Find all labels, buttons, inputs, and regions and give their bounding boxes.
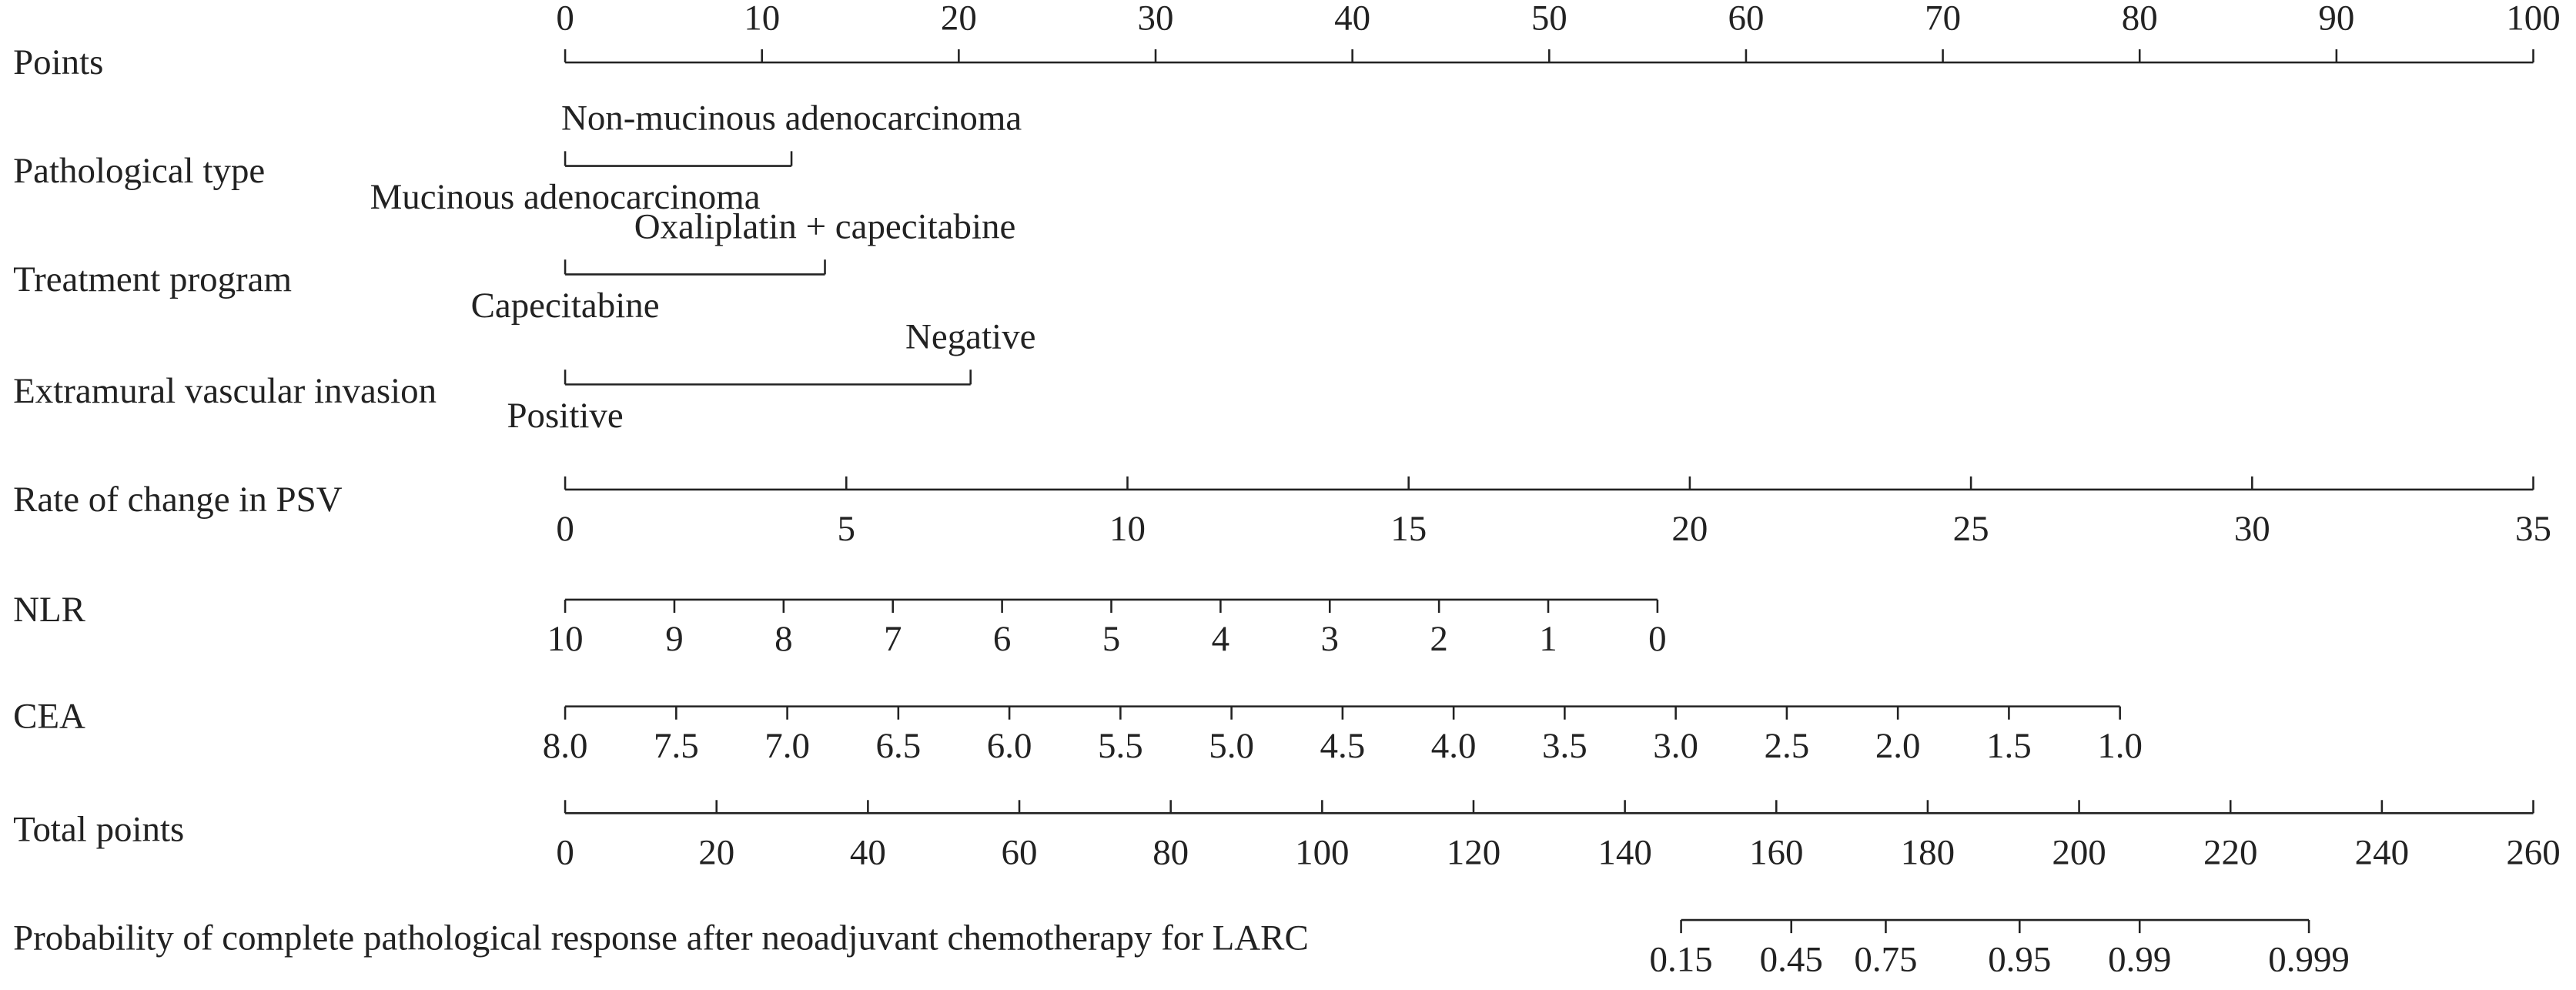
row-label: Rate of change in PSV [13, 480, 343, 520]
tick-label: 0.75 [1854, 939, 1917, 979]
tick-label: 7.5 [654, 726, 699, 766]
row-label: Points [13, 42, 103, 82]
tick-label: 4.5 [1320, 726, 1366, 766]
tick-label: 80 [1153, 833, 1189, 873]
row-label: Probability of complete pathological res… [13, 918, 1309, 958]
tick-label: 160 [1749, 833, 1803, 873]
tick-label: 0 [556, 509, 574, 549]
tick-label: 70 [1925, 0, 1961, 38]
level-label: Positive [507, 396, 623, 436]
tick-label: 8 [774, 619, 792, 659]
tick-label: 30 [1138, 0, 1174, 38]
tick-label: 20 [941, 0, 977, 38]
tick-label: 0.95 [1988, 939, 2051, 979]
tick-label: 220 [2203, 833, 2257, 873]
tick-label: 6 [993, 619, 1011, 659]
tick-label: 100 [2506, 0, 2560, 38]
tick-label: 6.0 [987, 726, 1032, 766]
tick-label: 4.0 [1431, 726, 1477, 766]
tick-label: 0.99 [2108, 939, 2171, 979]
tick-label: 0.999 [2268, 939, 2350, 979]
tick-label: 5.0 [1209, 726, 1254, 766]
level-label: Non-mucinous adenocarcinoma [561, 99, 1022, 139]
tick-label: 50 [1531, 0, 1567, 38]
tick-label: 0 [1648, 619, 1666, 659]
tick-label: 90 [2318, 0, 2354, 38]
tick-label: 60 [1002, 833, 1038, 873]
tick-label: 40 [1334, 0, 1370, 38]
tick-label: 9 [665, 619, 683, 659]
tick-label: 240 [2355, 833, 2409, 873]
tick-label: 2.5 [1765, 726, 1810, 766]
tick-label: 10 [547, 619, 584, 659]
tick-label: 140 [1597, 833, 1651, 873]
tick-label: 35 [2515, 509, 2551, 549]
tick-label: 0.45 [1760, 939, 1823, 979]
level-label: Capecitabine [471, 286, 660, 326]
level-label: Negative [905, 317, 1035, 357]
tick-label: 120 [1447, 833, 1500, 873]
row-label: CEA [13, 696, 85, 736]
tick-label: 3 [1321, 619, 1339, 659]
tick-label: 25 [1953, 509, 1989, 549]
tick-label: 20 [698, 833, 734, 873]
tick-label: 2 [1430, 619, 1447, 659]
tick-label: 30 [2234, 509, 2270, 549]
level-label: Mucinous adenocarcinoma [370, 177, 761, 217]
tick-label: 5.5 [1098, 726, 1143, 766]
tick-label: 20 [1671, 509, 1708, 549]
tick-label: 3.5 [1542, 726, 1587, 766]
row-label: NLR [13, 590, 86, 630]
tick-label: 5 [838, 509, 855, 549]
tick-label: 0 [556, 833, 574, 873]
tick-label: 2.0 [1875, 726, 1921, 766]
tick-label: 7.0 [764, 726, 810, 766]
row-label: Pathological type [13, 151, 265, 191]
tick-label: 180 [1901, 833, 1955, 873]
tick-label: 200 [2052, 833, 2106, 873]
tick-label: 7 [884, 619, 902, 659]
tick-label: 1.0 [2097, 726, 2143, 766]
row-label: Extramural vascular invasion [13, 371, 437, 411]
tick-label: 6.5 [876, 726, 922, 766]
tick-label: 15 [1390, 509, 1427, 549]
tick-label: 10 [744, 0, 780, 38]
tick-label: 0.15 [1650, 939, 1713, 979]
tick-label: 0 [556, 0, 574, 38]
tick-label: 1 [1539, 619, 1557, 659]
row-label: Treatment program [13, 259, 292, 299]
tick-label: 3.0 [1653, 726, 1698, 766]
tick-label: 80 [2122, 0, 2158, 38]
tick-label: 260 [2506, 833, 2560, 873]
row-label: Total points [13, 810, 184, 850]
tick-label: 1.5 [1986, 726, 2032, 766]
tick-label: 40 [850, 833, 886, 873]
tick-label: 60 [1728, 0, 1764, 38]
tick-label: 4 [1212, 619, 1229, 659]
tick-label: 8.0 [543, 726, 588, 766]
tick-label: 5 [1102, 619, 1120, 659]
tick-label: 10 [1109, 509, 1146, 549]
level-label: Oxaliplatin + capecitabine [634, 207, 1016, 247]
tick-label: 100 [1295, 833, 1349, 873]
